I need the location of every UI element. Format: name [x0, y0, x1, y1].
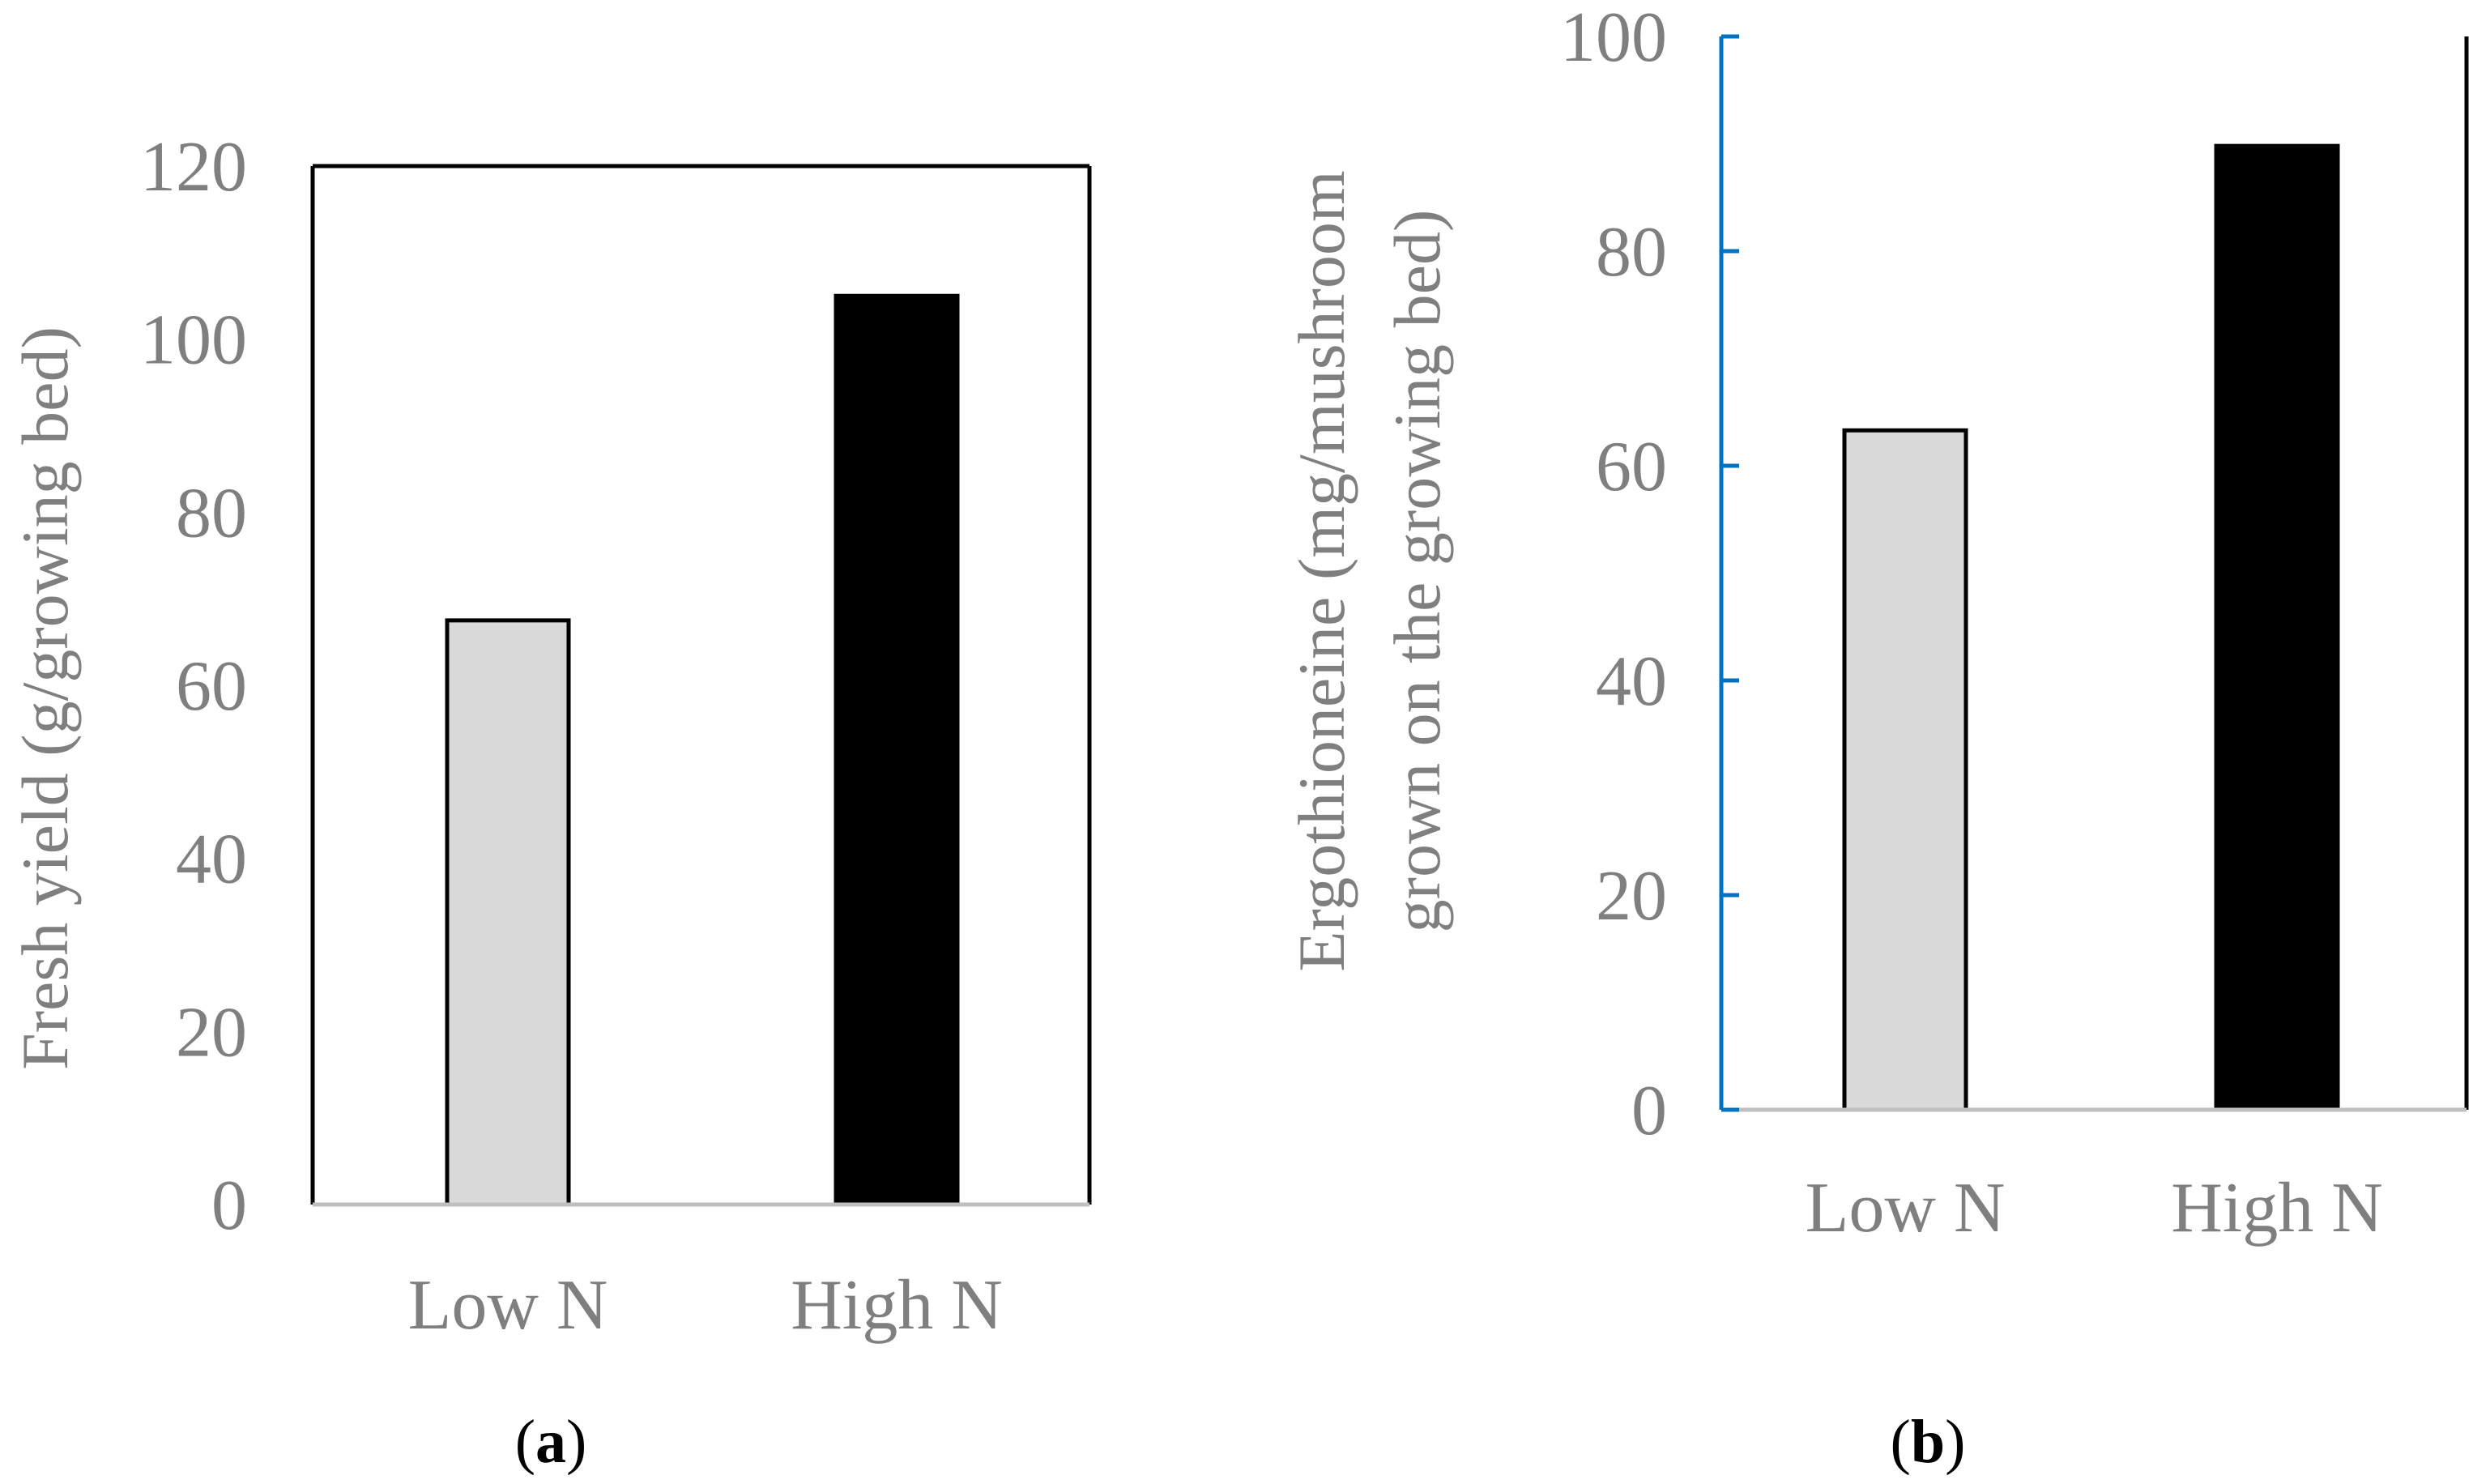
y-tick-label: 100 — [1560, 0, 1667, 77]
y-tick-label: 40 — [176, 821, 247, 899]
y-tick-label: 80 — [176, 474, 247, 552]
bar-high-n — [2214, 143, 2340, 1112]
panel-a-chart: 0 20 40 60 80 100 120 Low N High N Fresh yield (g… — [8, 128, 1092, 1476]
y-axis-title: grown on the growing bed) — [1380, 210, 1454, 933]
y-tick-label: 40 — [1596, 642, 1667, 721]
panel-b-chart: 0 20 40 60 80 100 Low N High N Ergothioneine (mg… — [1285, 0, 2469, 1476]
y-tick-label: 20 — [176, 993, 247, 1072]
bar-low-n — [1842, 428, 1968, 1112]
y-tick-label: 60 — [1596, 428, 1667, 506]
bar-high-n — [834, 293, 960, 1207]
y-tick-label: 0 — [1631, 1072, 1667, 1150]
x-category-label: High N — [2171, 1169, 2383, 1247]
bar-low-n — [445, 618, 571, 1207]
y-axis-title: Ergothioneine (mg/mushroom — [1285, 170, 1358, 971]
x-category-label: Low N — [1806, 1169, 2006, 1247]
panel-label: (a) — [515, 1408, 587, 1476]
y-axis-title: Fresh yield (g/growing bed) — [8, 326, 82, 1070]
x-category-label: Low N — [408, 1266, 608, 1345]
panel-label: (b) — [1891, 1408, 1966, 1476]
y-tick-label: 0 — [211, 1166, 247, 1245]
y-tick-label: 80 — [1596, 213, 1667, 292]
y-tick-label: 120 — [140, 128, 247, 207]
x-category-label: High N — [791, 1266, 1003, 1345]
y-tick-label: 20 — [1596, 857, 1667, 936]
y-tick-label: 60 — [176, 647, 247, 726]
y-tick-label: 100 — [140, 301, 247, 380]
